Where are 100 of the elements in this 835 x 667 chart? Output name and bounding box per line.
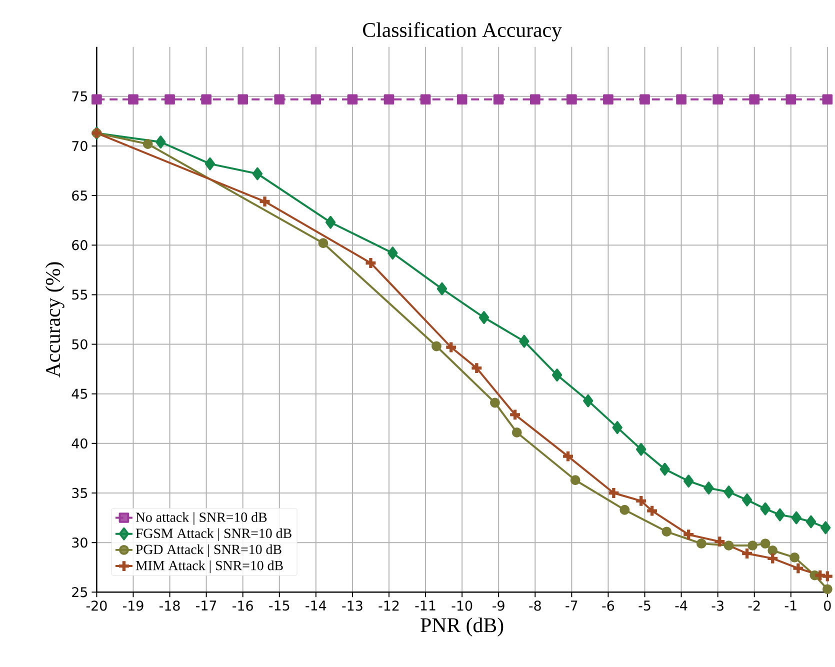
x-tick-label: -11 <box>415 600 436 610</box>
point <box>760 538 770 549</box>
point <box>258 195 272 208</box>
y-tick-label: 45 <box>72 388 88 399</box>
x-tick-label: -10 <box>452 600 472 611</box>
y-tick-label: 50 <box>72 339 88 350</box>
point <box>164 94 175 105</box>
point <box>388 246 398 260</box>
point <box>432 341 442 352</box>
point <box>519 334 530 348</box>
point <box>444 340 458 354</box>
point <box>724 540 734 551</box>
y-tick-label: 35 <box>72 488 88 498</box>
point <box>347 94 358 105</box>
x-tick-label: -12 <box>378 600 399 611</box>
point <box>676 94 686 105</box>
point <box>552 368 562 382</box>
point <box>512 428 522 438</box>
point <box>790 552 800 562</box>
legend-label: FGSM Attack | SNR=10 dB <box>136 528 292 541</box>
x-tick-label: -14 <box>306 600 326 610</box>
point <box>420 94 431 105</box>
point <box>768 546 778 556</box>
point <box>470 362 484 375</box>
x-tick-label: -2 <box>748 600 760 611</box>
point <box>530 94 540 105</box>
point <box>822 94 833 105</box>
x-tick-label: -16 <box>232 600 253 611</box>
point <box>791 511 802 524</box>
x-tick-label: -19 <box>122 600 144 611</box>
y-axis-title: Accuracy (%) <box>45 262 64 378</box>
point <box>274 94 285 105</box>
point <box>128 94 138 105</box>
point <box>786 94 796 105</box>
x-tick-label: 0 <box>824 600 831 611</box>
point <box>456 94 468 105</box>
chart-title: Classification Accuracy <box>363 22 562 42</box>
point <box>561 450 575 463</box>
point <box>646 504 659 518</box>
x-tick-label: -20 <box>86 600 107 611</box>
legend-label: MIM Attack | SNR=10 dB <box>136 560 283 574</box>
x-tick-label: -8 <box>529 600 541 611</box>
point <box>774 508 786 522</box>
point <box>704 482 714 495</box>
point <box>508 408 522 422</box>
point <box>634 494 648 508</box>
point <box>603 94 614 105</box>
y-tick-label: 60 <box>72 240 88 250</box>
point <box>156 136 166 149</box>
point <box>252 167 263 180</box>
point <box>325 216 336 229</box>
point <box>766 552 780 566</box>
point <box>682 528 696 542</box>
point <box>384 94 394 105</box>
point <box>92 94 102 105</box>
point <box>318 238 328 248</box>
point <box>684 474 694 488</box>
x-tick-label: -15 <box>269 600 290 611</box>
point <box>792 562 805 575</box>
point <box>204 157 216 170</box>
y-tick-label: 65 <box>72 190 88 201</box>
point <box>142 139 153 150</box>
point <box>662 526 672 537</box>
point <box>310 94 322 105</box>
y-tick-label: 70 <box>72 140 88 152</box>
point <box>620 504 630 515</box>
point <box>201 94 212 105</box>
point <box>570 475 580 486</box>
point <box>566 94 577 105</box>
point <box>478 311 490 324</box>
point <box>760 502 770 516</box>
x-axis-title: PNR (dB) <box>420 618 504 637</box>
point <box>740 546 754 560</box>
x-tick-label: -3 <box>712 600 724 611</box>
point <box>238 94 248 105</box>
x-tick-label: -9 <box>492 600 504 611</box>
x-tick-label: -7 <box>566 600 578 610</box>
point <box>712 94 723 105</box>
point <box>364 256 378 270</box>
point <box>660 462 670 476</box>
x-tick-label: -6 <box>602 600 614 611</box>
point <box>724 486 734 499</box>
legend-label: No attack | SNR=10 dB <box>136 512 267 525</box>
y-tick-label: 30 <box>72 538 88 548</box>
point <box>612 421 622 434</box>
x-tick-label: -5 <box>638 600 650 611</box>
point <box>713 535 726 548</box>
point <box>822 584 832 594</box>
x-tick-label: -4 <box>675 600 688 610</box>
x-tick-label: -13 <box>342 600 362 611</box>
point <box>583 394 594 408</box>
point <box>749 94 760 105</box>
point <box>742 494 752 506</box>
point <box>696 538 706 549</box>
y-tick-label: 25 <box>72 587 88 598</box>
point <box>820 521 831 534</box>
y-tick-label: 40 <box>72 438 88 449</box>
point <box>493 94 504 105</box>
y-tick-label: 55 <box>72 290 88 300</box>
x-tick-label: -17 <box>196 600 216 610</box>
